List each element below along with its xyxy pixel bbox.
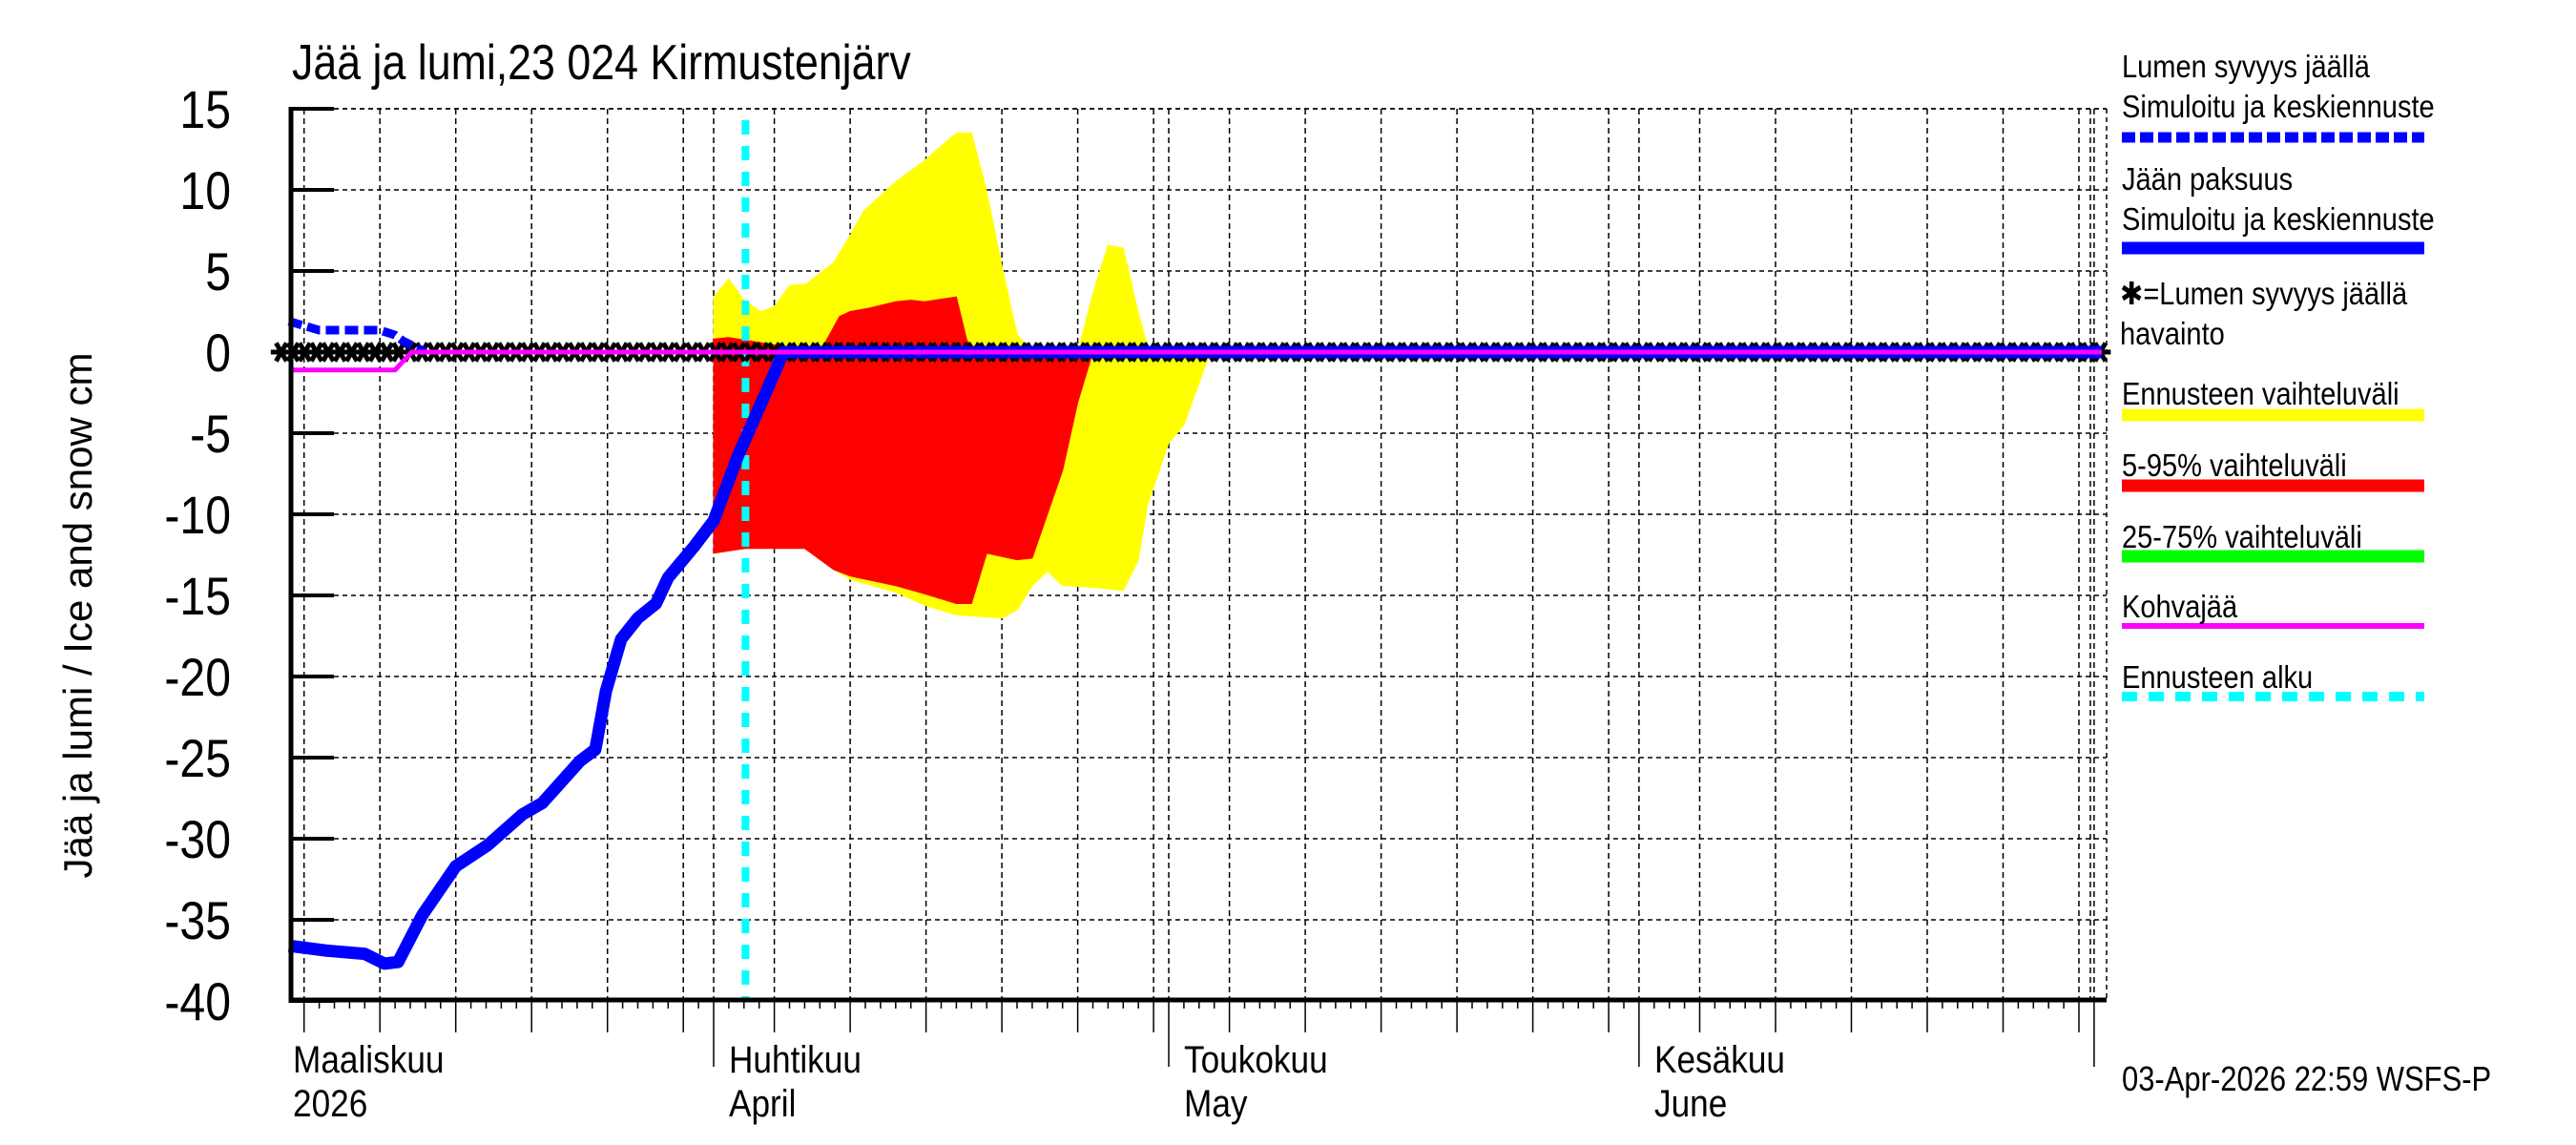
forecast-bands xyxy=(713,133,1215,619)
y-tick-label: -15 xyxy=(164,566,231,626)
grid-lines xyxy=(291,108,2107,1000)
chart-title: Jää ja lumi,23 024 Kirmustenjärv xyxy=(292,35,911,91)
legend-label: Ennusteen vaihteluväli xyxy=(2122,376,2399,411)
legend-label: Kohvajää xyxy=(2122,589,2238,624)
legend-item: ✱=Lumen syvyys jäällä havainto xyxy=(2120,277,2407,351)
month-label-en: April xyxy=(729,1083,797,1125)
legend-sublabel: Simuloitu ja keskiennuste xyxy=(2122,89,2435,124)
month-label: Huhtikuu April xyxy=(729,1038,862,1126)
legend-label: 5-95% vaihteluväli xyxy=(2122,448,2347,483)
y-axis-label: Jää ja lumi / Ice and snow cm xyxy=(55,352,100,879)
legend-item: Jään paksuus Simuloitu ja keskiennuste xyxy=(2122,162,2435,237)
data-lines xyxy=(270,120,2111,1000)
month-label-fi: Huhtikuu xyxy=(729,1039,862,1081)
legend-sublabel: havainto xyxy=(2120,316,2225,351)
legend-label: Lumen syvyys jäällä xyxy=(2122,49,2370,84)
month-label-en: June xyxy=(1653,1083,1728,1125)
month-label: Toukokuu May xyxy=(1184,1038,1328,1126)
month-label-en: May xyxy=(1184,1083,1248,1125)
legend-label: Jään paksuus xyxy=(2122,161,2294,197)
y-tick-label: -20 xyxy=(164,647,231,707)
legend-item: Lumen syvyys jäällä Simuloitu ja keskienn… xyxy=(2122,50,2435,124)
month-label-fi: Kesäkuu xyxy=(1653,1039,1785,1081)
y-tick-label: -35 xyxy=(164,890,231,950)
y-tick-label: 5 xyxy=(205,241,231,302)
axes xyxy=(288,107,2108,1067)
month-label: Kesäkuu June xyxy=(1654,1038,1785,1126)
legend-label: 25-75% vaihteluväli xyxy=(2122,519,2362,554)
y-tick-label: -30 xyxy=(164,809,231,869)
month-label: Maaliskuu 2026 xyxy=(293,1038,444,1126)
legend-sublabel: Simuloitu ja keskiennuste xyxy=(2122,201,2435,237)
legend-item: 25-75% vaihteluväli xyxy=(2122,520,2362,554)
legend-item: Ennusteen vaihteluväli xyxy=(2122,377,2399,411)
y-tick-label: 15 xyxy=(179,79,231,139)
month-label-fi: Maaliskuu xyxy=(293,1039,445,1081)
legend-item: Kohvajää xyxy=(2122,590,2237,624)
y-tick-label: 10 xyxy=(179,160,231,220)
y-tick-label: -5 xyxy=(190,404,231,464)
month-label-fi: Toukokuu xyxy=(1184,1039,1328,1081)
legend-item: Ennusteen alku xyxy=(2122,660,2313,695)
legend-item: 5-95% vaihteluväli xyxy=(2122,448,2347,483)
month-label-en: 2026 xyxy=(293,1083,368,1125)
y-tick-label: -25 xyxy=(164,728,231,788)
footer-timestamp: 03-Apr-2026 22:59 WSFS-P xyxy=(2122,1059,2492,1098)
y-tick-label: 0 xyxy=(205,323,231,383)
y-tick-label: -40 xyxy=(164,971,231,1031)
legend-swatches xyxy=(2122,132,2424,701)
legend-label: ✱=Lumen syvyys jäällä xyxy=(2120,276,2408,311)
legend-label: Ennusteen alku xyxy=(2122,659,2314,695)
y-tick-label: -10 xyxy=(164,485,231,545)
